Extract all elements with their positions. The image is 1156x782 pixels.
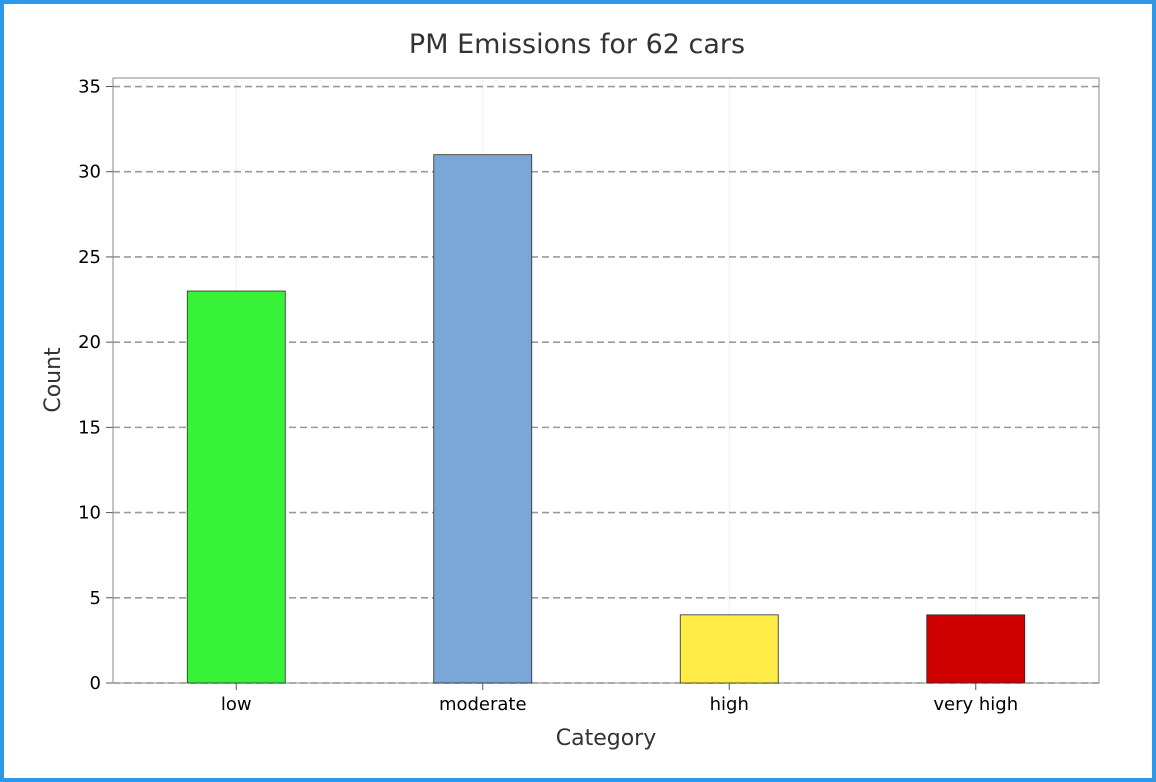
y-tick-label: 20 xyxy=(78,332,101,353)
bar-high xyxy=(679,614,779,684)
plot-area: 0 5 10 15 20 25 30 35 low moderate high very high xyxy=(78,77,1100,715)
x-tick-label: low xyxy=(221,694,252,715)
y-tick-label: 5 xyxy=(90,588,101,609)
y-tick-label: 25 xyxy=(78,247,101,268)
y-tick-label: 15 xyxy=(78,417,101,438)
y-tick-label: 30 xyxy=(78,162,101,183)
x-tick-label: very high xyxy=(933,694,1018,715)
bar-low xyxy=(186,290,286,684)
y-axis-label: Count xyxy=(41,347,66,413)
plot-border xyxy=(112,77,1100,684)
x-axis-label: Category xyxy=(556,726,657,751)
chart-title: PM Emissions for 62 cars xyxy=(409,29,745,60)
x-tick-label: moderate xyxy=(439,694,527,715)
y-tick-label: 10 xyxy=(78,503,101,524)
bar-very-high xyxy=(926,614,1026,684)
y-tick-label: 0 xyxy=(90,673,101,694)
x-tick-label: high xyxy=(710,694,749,715)
bar-moderate xyxy=(433,154,533,684)
y-tick-label: 35 xyxy=(78,77,101,98)
